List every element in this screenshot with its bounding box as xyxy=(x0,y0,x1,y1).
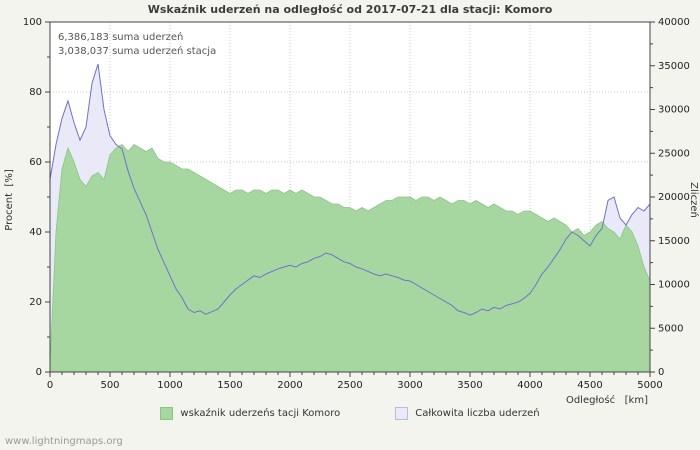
svg-text:0: 0 xyxy=(47,380,53,391)
svg-text:80: 80 xyxy=(29,87,42,98)
annotation-total-sum: 6,386,183 suma uderzeń xyxy=(58,31,183,43)
y-axis-label-right: Zliczeń xyxy=(688,182,700,218)
svg-text:10000: 10000 xyxy=(658,280,690,291)
svg-text:2000: 2000 xyxy=(277,380,302,391)
legend-label-station: wskaźnik uderzeńs tacji Komoro xyxy=(180,408,341,419)
svg-text:1000: 1000 xyxy=(157,380,182,391)
legend-label-total: Całkowita liczba uderzeń xyxy=(415,408,540,419)
legend-item-total: Całkowita liczba uderzeń xyxy=(395,407,540,420)
annotation-station-sum: 3,038,037 suma uderzeń stacja xyxy=(58,45,216,57)
legend: wskaźnik uderzeńs tacji Komoro Całkowita… xyxy=(0,407,700,420)
svg-text:30000: 30000 xyxy=(658,105,690,116)
svg-text:20000: 20000 xyxy=(658,192,690,203)
plot-generated-content: 0 500 1000 1500 2000 2500 3000 3500 4000 4500 5000… xyxy=(23,17,690,391)
svg-text:5000: 5000 xyxy=(658,323,683,334)
svg-text:1500: 1500 xyxy=(217,380,242,391)
svg-text:40000: 40000 xyxy=(658,17,690,28)
svg-text:3500: 3500 xyxy=(457,380,482,391)
svg-text:60: 60 xyxy=(29,157,42,168)
tick-labels: 0 500 1000 1500 2000 2500 3000 3500 4000 4500 5000… xyxy=(23,17,690,391)
axis-ticks xyxy=(45,21,655,377)
x-axis-label: Odległość [km] xyxy=(566,394,648,406)
station-rate-area xyxy=(49,143,651,373)
svg-text:4000: 4000 xyxy=(517,380,542,391)
svg-text:40: 40 xyxy=(29,227,42,238)
y-axis-label-left: Procent [%] xyxy=(4,169,15,231)
svg-text:3000: 3000 xyxy=(397,380,422,391)
svg-text:15000: 15000 xyxy=(658,236,690,247)
watermark: www.lightningmaps.org xyxy=(5,436,123,447)
total-strikes-line xyxy=(49,63,651,316)
legend-item-station: wskaźnik uderzeńs tacji Komoro xyxy=(160,407,340,420)
svg-text:5000: 5000 xyxy=(637,380,662,391)
svg-text:100: 100 xyxy=(23,17,42,28)
svg-text:35000: 35000 xyxy=(658,61,690,72)
svg-text:4500: 4500 xyxy=(577,380,602,391)
svg-text:0: 0 xyxy=(36,367,42,378)
svg-text:25000: 25000 xyxy=(658,148,690,159)
svg-text:2500: 2500 xyxy=(337,380,362,391)
station-rate-swatch xyxy=(160,407,174,420)
chart-title: Wskaźnik uderzeń na odległość od 2017-07… xyxy=(148,3,553,16)
svg-text:500: 500 xyxy=(100,380,119,391)
total-strikes-swatch xyxy=(395,407,409,420)
svg-text:20: 20 xyxy=(29,297,42,308)
svg-text:0: 0 xyxy=(658,367,664,378)
